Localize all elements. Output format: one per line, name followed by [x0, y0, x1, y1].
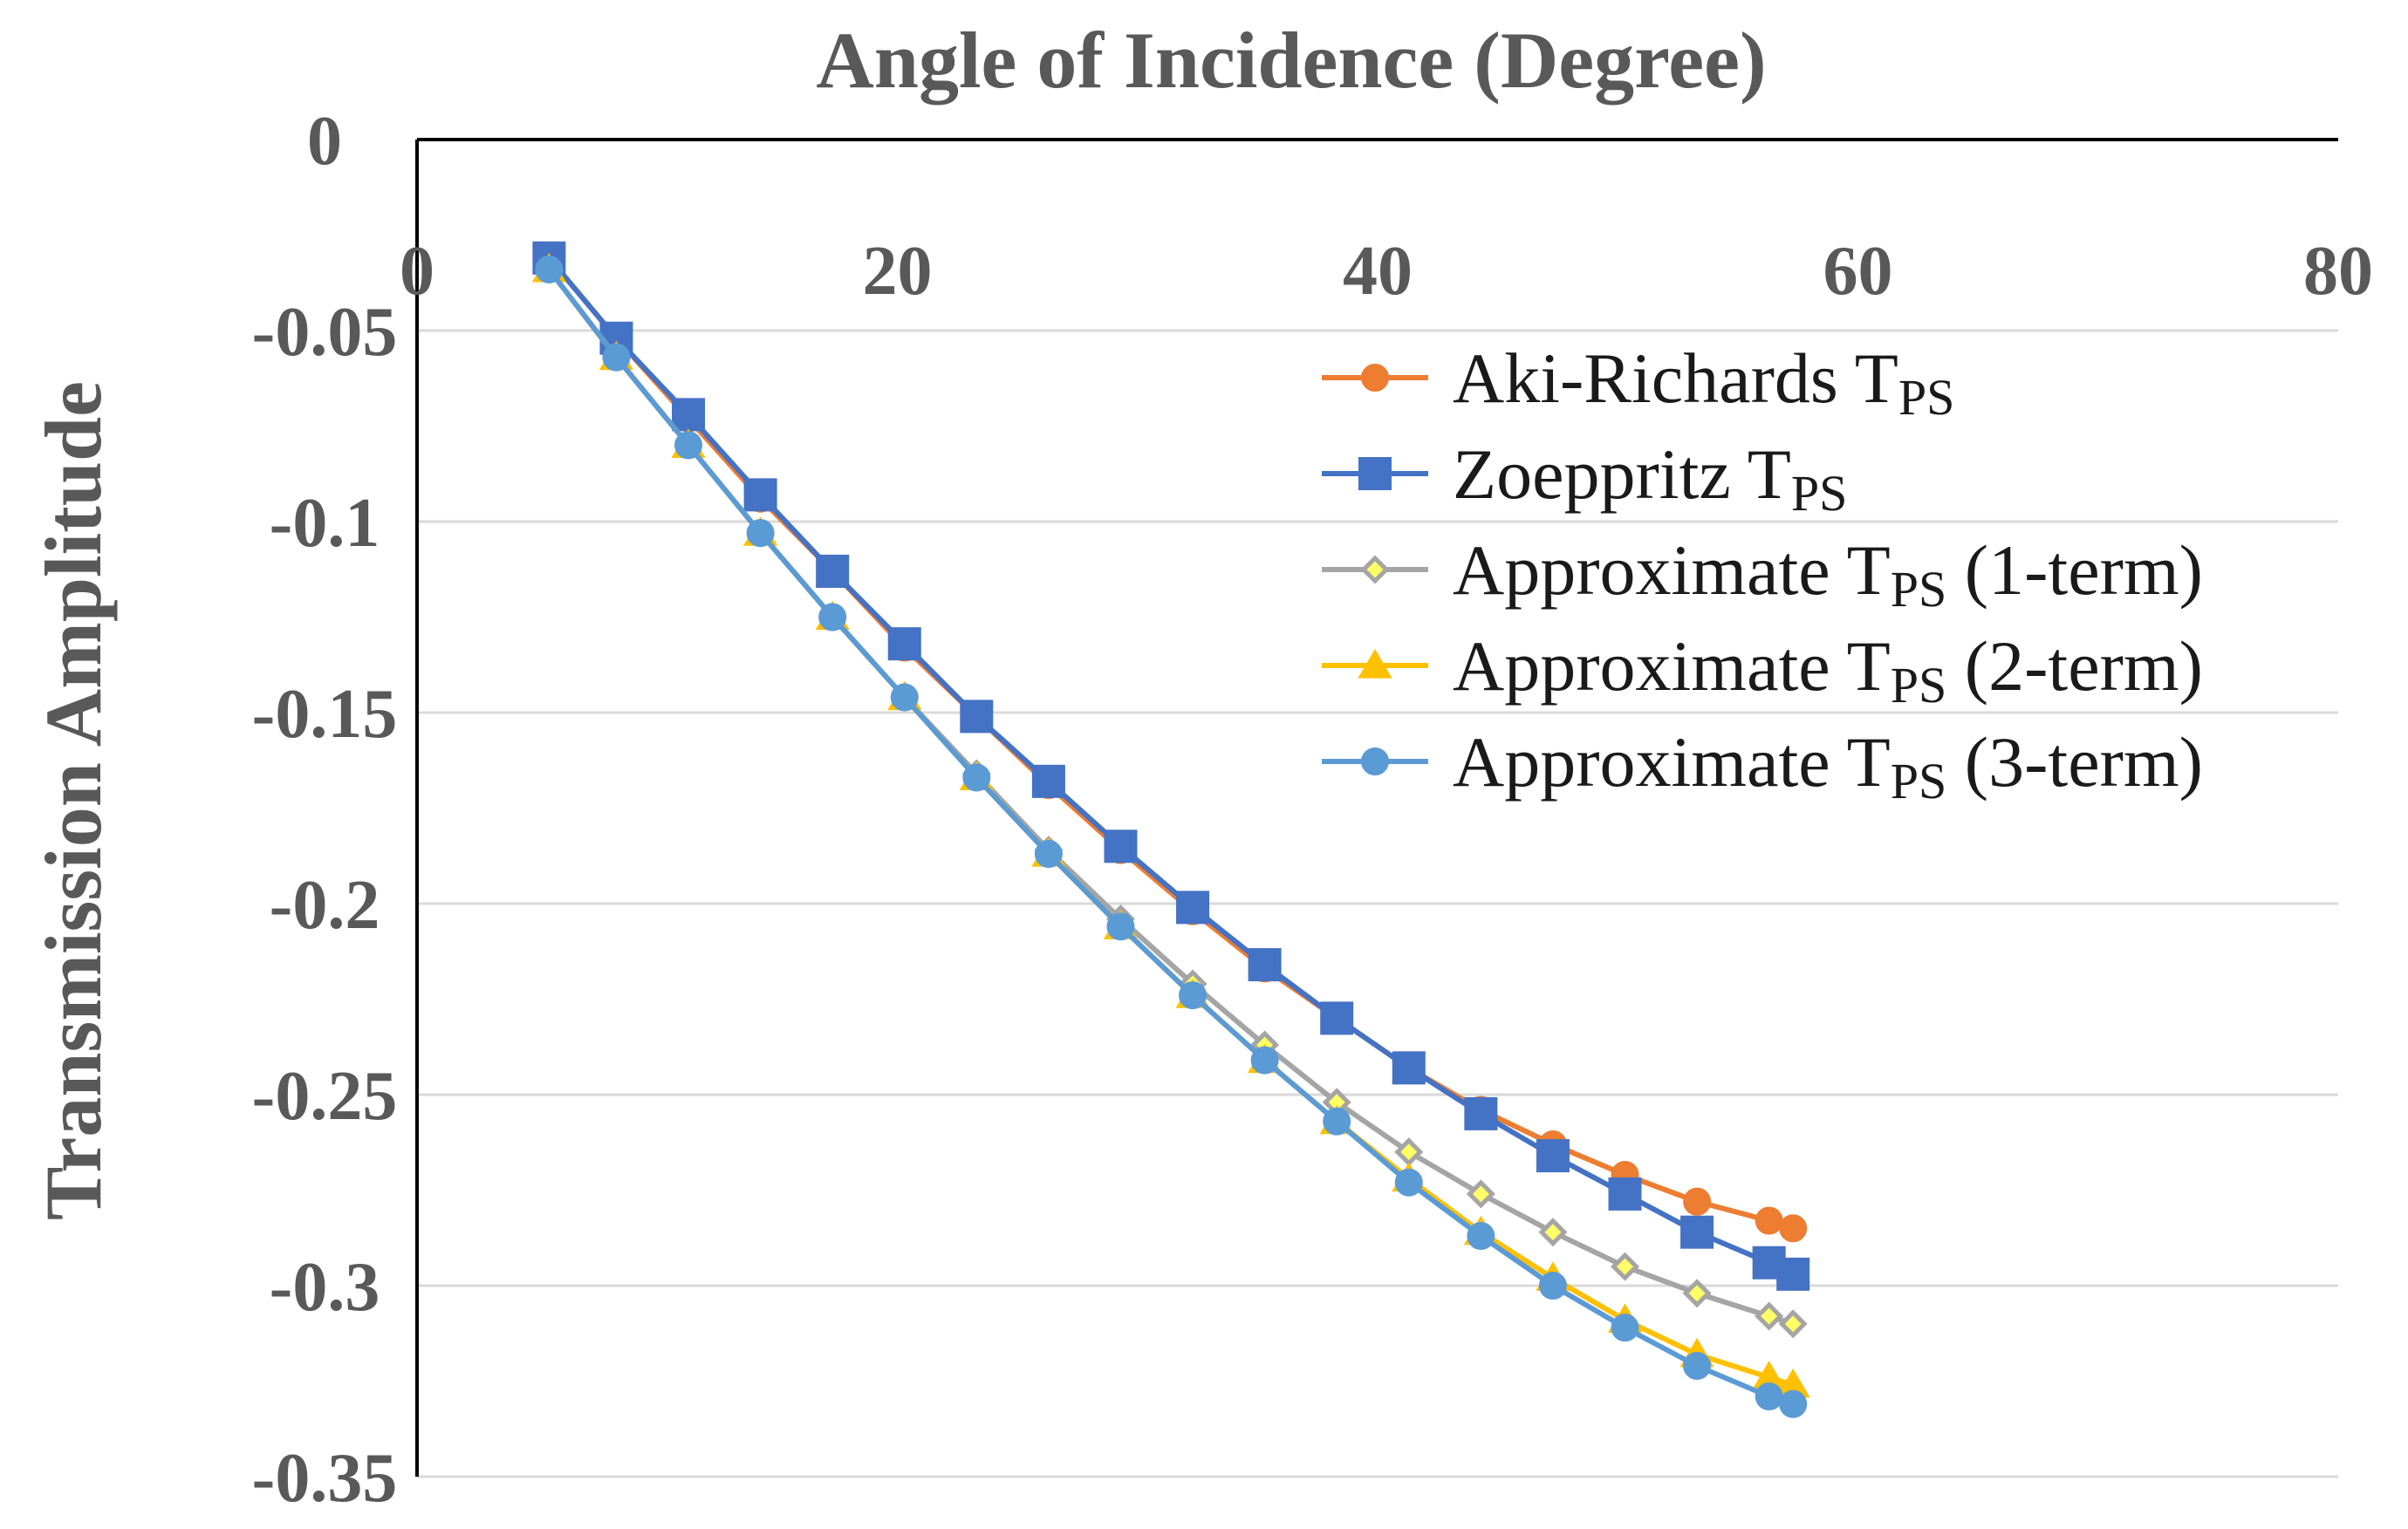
series-5-point-16 [1683, 1351, 1712, 1380]
legend-label-subscript: PS [1791, 465, 1848, 522]
legend-item-5: Approximate TPS (3-term) [1322, 722, 2203, 809]
x-tick-label-0: 0 [400, 233, 434, 310]
legend-label-name: Zoeppritz T [1453, 434, 1791, 514]
legend-label-2: Zoeppritz TPS [1453, 434, 1847, 522]
series-2-point-2 [672, 398, 706, 432]
series-5-point-12 [1394, 1168, 1423, 1197]
series-2-point-15 [1608, 1177, 1642, 1211]
series-2 [532, 241, 1810, 1291]
legend-item-1: Aki-Richards TPS [1322, 338, 1954, 426]
series-5-point-9 [1179, 981, 1207, 1010]
x-tick-label-1: 20 [863, 233, 933, 310]
y-tick-label-3: -0.15 [252, 676, 398, 753]
legend-label-subscript: PS [1891, 753, 1947, 809]
series-3-point-15 [1610, 1252, 1640, 1281]
legend-label-suffix: (3-term) [1946, 722, 2203, 802]
y-tick-label-7: -0.35 [252, 1440, 398, 1517]
legend-swatch-marker-3 [1360, 555, 1390, 584]
legend-label-name: Approximate T [1453, 722, 1891, 802]
series-2-point-9 [1176, 891, 1210, 925]
chart-title: Angle of Incidence (Degree) [816, 16, 1766, 105]
series-3-point-13 [1466, 1179, 1495, 1209]
series-5-point-7 [1034, 840, 1063, 869]
series-2-point-18 [1776, 1257, 1810, 1291]
series-3-point-17 [1755, 1301, 1784, 1331]
series-2-point-12 [1392, 1051, 1426, 1085]
series-1-point-17 [1755, 1206, 1783, 1235]
axes [415, 138, 2338, 1477]
series-5-point-8 [1106, 912, 1135, 941]
tick-labels: 0-0.05-0.1-0.15-0.2-0.25-0.3-0.350 20 40 60… [252, 103, 2373, 1517]
series-5-point-14 [1538, 1272, 1567, 1300]
legend-label-name: Approximate T [1453, 626, 1891, 706]
series-2-point-3 [743, 478, 777, 512]
series-5-point-10 [1250, 1046, 1279, 1075]
series-3-point-18 [1778, 1309, 1808, 1339]
legend-swatch-marker-5 [1361, 747, 1389, 775]
legend-item-4: Approximate TPS (2-term) [1322, 626, 2203, 713]
series-3-point-14 [1538, 1218, 1568, 1247]
series-5-point-3 [746, 519, 775, 548]
x-tick-label-2: 40 [1343, 233, 1413, 310]
y-tick-label-1: -0.05 [252, 294, 398, 371]
legend-swatch-marker-4 [1358, 649, 1392, 679]
y-tick-label-4: -0.2 [270, 867, 380, 944]
series-4 [531, 252, 1810, 1398]
legend-label-name: Aki-Richards T [1453, 338, 1898, 418]
legend-label-4: Approximate TPS (2-term) [1453, 626, 2203, 713]
series-2-point-11 [1320, 1001, 1354, 1035]
series-2-point-4 [816, 554, 850, 588]
x-tick-label-3: 60 [1823, 233, 1893, 310]
series-2-point-14 [1536, 1139, 1570, 1173]
series-2-point-6 [960, 700, 994, 734]
series-5-point-17 [1755, 1382, 1783, 1411]
series-5-point-0 [535, 255, 564, 283]
legend-label-3: Approximate TPS (1-term) [1453, 530, 2203, 618]
series-2-point-5 [887, 627, 921, 661]
legend-swatch-marker-1 [1361, 364, 1389, 392]
legend-item-2: Zoeppritz TPS [1322, 434, 1847, 522]
series-3-point-16 [1682, 1279, 1712, 1308]
series-5-point-6 [962, 763, 991, 792]
y-axis-label: Transmission Amplitude [29, 381, 118, 1220]
y-tick-label-2: -0.1 [270, 485, 380, 562]
series-5-point-5 [890, 683, 919, 712]
series-2-point-8 [1104, 829, 1138, 863]
gridlines [417, 329, 2338, 1478]
x-tick-label-4: 80 [2303, 233, 2373, 310]
y-tick-label-6: -0.3 [270, 1249, 380, 1326]
y-tick-label-5: -0.25 [252, 1058, 398, 1135]
series-2-point-10 [1248, 948, 1282, 982]
series-1-point-18 [1779, 1214, 1808, 1243]
series-group [531, 241, 1810, 1418]
legend-label-1: Aki-Richards TPS [1453, 338, 1954, 426]
series-2-point-16 [1680, 1215, 1714, 1249]
legend-item-3: Approximate TPS (1-term) [1322, 530, 2203, 618]
legend-swatch-marker-2 [1358, 457, 1392, 490]
series-5-point-1 [602, 343, 631, 372]
legend-label-5: Approximate TPS (3-term) [1453, 722, 2203, 809]
series-5-point-18 [1779, 1389, 1808, 1418]
legend-label-suffix: (2-term) [1946, 626, 2203, 706]
series-5-point-15 [1611, 1314, 1639, 1342]
series-5-point-13 [1467, 1222, 1495, 1251]
series-2-point-13 [1464, 1096, 1498, 1130]
series-5-point-4 [818, 603, 847, 631]
series-2-point-7 [1031, 764, 1065, 798]
series-1-point-16 [1683, 1187, 1712, 1216]
legend-label-subscript: PS [1891, 561, 1947, 618]
series-5-point-11 [1323, 1107, 1351, 1136]
legend-label-name: Approximate T [1453, 530, 1891, 610]
legend-label-suffix: (1-term) [1946, 530, 2203, 610]
y-tick-label-0: 0 [307, 103, 342, 180]
series-5-point-2 [674, 431, 703, 460]
series-5 [535, 255, 1808, 1418]
legend-label-subscript: PS [1891, 657, 1947, 713]
legend-label-subscript: PS [1898, 369, 1955, 426]
